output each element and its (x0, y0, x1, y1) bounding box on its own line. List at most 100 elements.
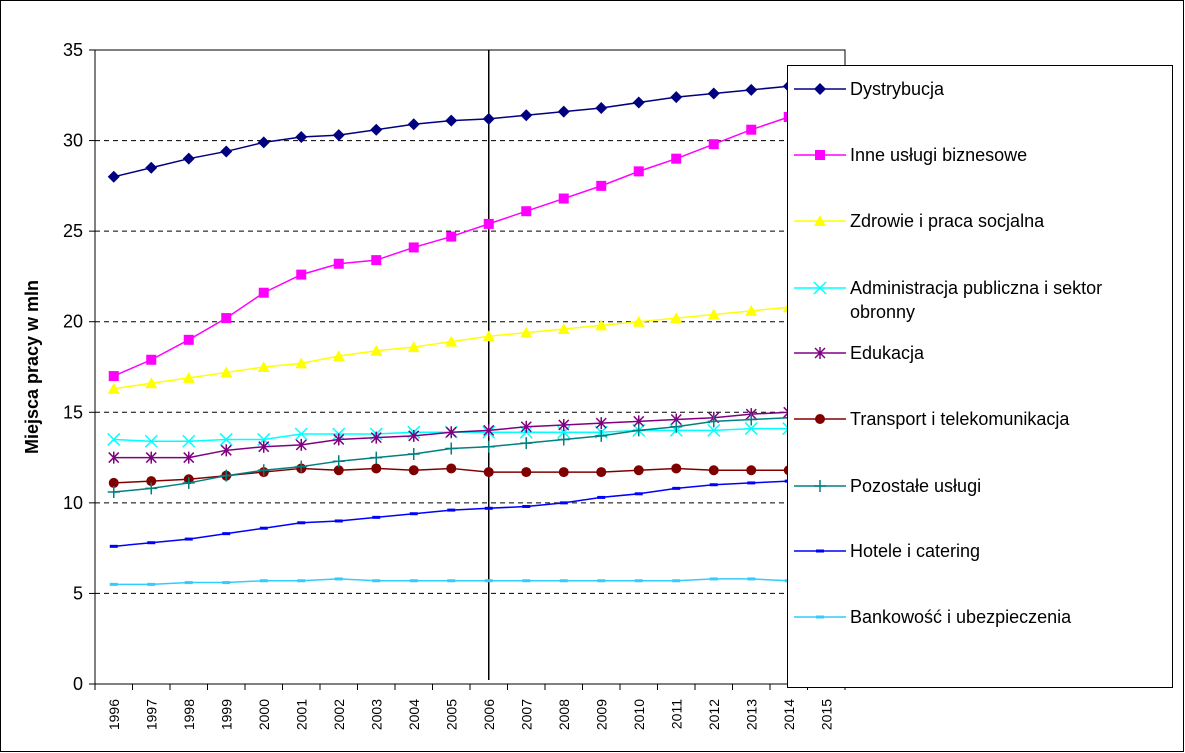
y-tick-label: 30 (63, 131, 83, 151)
x-tick-label: 2002 (331, 699, 347, 730)
y-tick-label: 20 (63, 312, 83, 332)
data-point (297, 521, 306, 525)
data-point (745, 413, 758, 426)
data-point (294, 427, 308, 441)
data-point (408, 465, 419, 476)
data-point (407, 341, 420, 353)
data-point (709, 577, 718, 581)
data-point (671, 463, 682, 474)
data-point (447, 579, 456, 583)
data-point (259, 526, 268, 530)
legend-marker (814, 480, 826, 492)
series (109, 479, 793, 548)
x-tick-label: 1997 (143, 699, 159, 730)
legend-label: Transport i telekomunikacja (850, 409, 1070, 429)
series (107, 301, 795, 394)
data-point (446, 463, 457, 474)
data-point (409, 512, 418, 516)
data-point (445, 426, 457, 439)
data-point (334, 519, 343, 523)
data-point (632, 315, 645, 327)
data-point (370, 123, 383, 136)
data-point (557, 433, 570, 446)
data-point (182, 476, 195, 489)
data-point (407, 118, 420, 131)
data-point (521, 206, 532, 217)
legend-label: Dystrybucja (850, 79, 945, 99)
legend-swatch (794, 615, 846, 619)
data-point (146, 354, 157, 365)
data-point (632, 424, 645, 437)
data-point (482, 112, 495, 125)
data-point (220, 145, 233, 158)
data-point (333, 258, 344, 269)
data-point (109, 544, 118, 548)
data-point (596, 467, 607, 478)
data-point (332, 350, 345, 362)
x-tick-label: 2009 (593, 699, 609, 730)
data-point (333, 465, 344, 476)
data-point (632, 96, 645, 109)
data-point (483, 218, 494, 229)
data-point (520, 420, 532, 433)
data-point (182, 152, 195, 165)
data-point (297, 579, 306, 583)
data-point (482, 330, 495, 342)
data-point (559, 501, 568, 505)
data-point (672, 579, 681, 583)
data-point (482, 440, 495, 453)
data-point (145, 377, 158, 389)
data-point (222, 581, 231, 585)
data-point (258, 287, 269, 298)
legend-marker (814, 215, 826, 226)
x-tick-label: 2008 (556, 699, 572, 730)
x-tick-label: 1998 (181, 699, 197, 730)
legend-marker (814, 347, 826, 359)
data-point (221, 313, 232, 324)
y-tick-label: 25 (63, 221, 83, 241)
series (107, 411, 795, 498)
data-point (709, 483, 718, 487)
y-tick-label: 15 (63, 402, 83, 422)
x-tick-label: 2005 (443, 699, 459, 730)
data-point (708, 465, 719, 476)
legend-label: Administracja publiczna i sektor obronny (850, 278, 1103, 322)
y-tick-label: 5 (73, 583, 83, 603)
data-point (634, 579, 643, 583)
data-point (746, 465, 757, 476)
data-point (670, 312, 683, 324)
x-tick-label: 2003 (368, 699, 384, 730)
data-point (707, 308, 720, 320)
data-point (334, 577, 343, 581)
data-point (257, 464, 270, 477)
data-point (370, 344, 383, 356)
data-point (296, 269, 307, 280)
y-tick-label: 10 (63, 493, 83, 513)
data-point (219, 432, 233, 446)
data-point (259, 579, 268, 583)
legend-marker (816, 549, 824, 553)
legend: Dystrybucja Inne usługi biznesowe Zdrowie … (787, 65, 1173, 688)
data-point (558, 467, 569, 478)
y-tick-label: 0 (73, 674, 83, 694)
data-point (558, 193, 569, 204)
legend-swatch (794, 150, 846, 160)
data-point (595, 429, 608, 442)
data-point (295, 357, 308, 369)
data-point (595, 319, 608, 331)
data-point (147, 541, 156, 545)
series (107, 80, 795, 183)
data-point (184, 581, 193, 585)
data-point (672, 486, 681, 490)
data-point (222, 532, 231, 536)
data-point (183, 451, 195, 464)
legend-marker (816, 615, 824, 619)
data-point (746, 124, 757, 135)
data-point (445, 114, 458, 127)
data-point (220, 444, 232, 457)
legend-label: Bankowość i ubezpieczenia (850, 607, 1072, 627)
data-point (745, 304, 758, 316)
data-point (707, 415, 720, 428)
legend-swatch (794, 83, 846, 95)
data-point (409, 579, 418, 583)
